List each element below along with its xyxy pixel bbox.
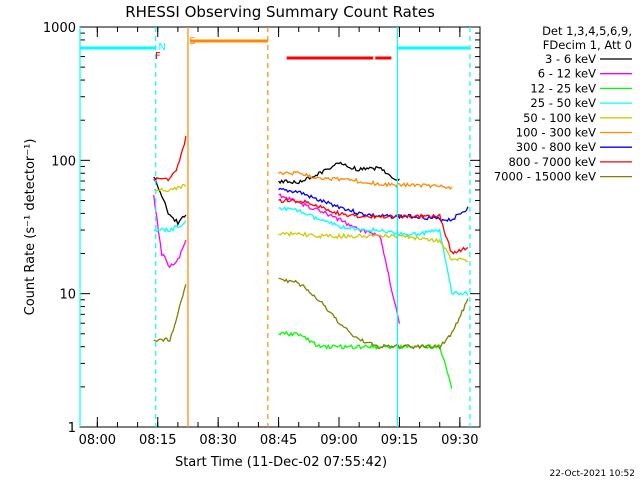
legend-label: 25 - 50 keV [530,96,596,110]
x-tick-label: 08:30 [199,433,236,448]
x-tick-label: 08:00 [79,433,116,448]
series-line-2 [278,330,453,389]
plot-frame [79,26,481,428]
legend-label: 50 - 100 keV [523,111,596,125]
series-line-7 [153,135,187,183]
series-line-5 [278,170,453,191]
chart-title: RHESSI Observing Summary Count Rates [125,3,435,21]
x-axis-label: Start Time (11-Dec-02 07:55:42) [175,455,387,470]
legend-label: 6 - 12 keV [538,67,596,81]
legend-label: 7000 - 15000 keV [494,170,596,184]
legend-header-line-1: Det 1,3,4,5,6,9, [542,24,632,38]
y-tick-label: 1000 [43,21,76,36]
y-tick-label: 10 [59,288,76,303]
legend-label: 100 - 300 keV [516,126,596,140]
legend-label: 3 - 6 keV [545,52,596,66]
series-line-4 [153,183,187,193]
series-line-3 [278,206,469,296]
legend-label: 300 - 800 keV [516,140,596,154]
series-line-4 [278,230,469,263]
x-tick-label: 09:30 [441,433,478,448]
legend: Det 1,3,4,5,6,9, FDecim 1, Att 0 3 - 6 k… [494,24,632,184]
series-line-7 [278,197,469,255]
series-line-8 [153,284,187,343]
plot-area [79,26,481,428]
y-tick-label: 1 [68,421,76,436]
flag-f: F [155,51,161,62]
series-line-1 [153,194,187,269]
series-line-0 [278,161,400,185]
footer-date: 22-Oct-2021 10:52 [550,469,635,479]
x-axis-ticks: 08:00 08:15 08:30 08:45 09:00 09:15 09:30 [79,27,481,448]
flag-s: S [189,36,195,47]
x-tick-label: 09:15 [381,433,418,448]
x-tick-label: 08:45 [260,433,297,448]
flag-n: N [158,42,165,53]
legend-header-line-2: FDecim 1, Att 0 [543,38,632,52]
series-line-3 [153,220,187,233]
x-tick-label: 08:15 [139,433,176,448]
series-lines [153,135,469,389]
y-axis-label: Count Rate (s⁻¹ detector⁻¹) [23,139,38,316]
instrument-markers: NF S [79,27,471,427]
series-line-0 [153,176,187,227]
y-axis-ticks: 1 10 100 1000 [43,21,480,436]
legend-label: 800 - 7000 keV [508,155,596,169]
y-tick-label: 100 [51,154,76,169]
series-line-8 [278,277,469,350]
legend-label: 12 - 25 keV [530,81,596,95]
x-tick-label: 09:00 [320,433,357,448]
